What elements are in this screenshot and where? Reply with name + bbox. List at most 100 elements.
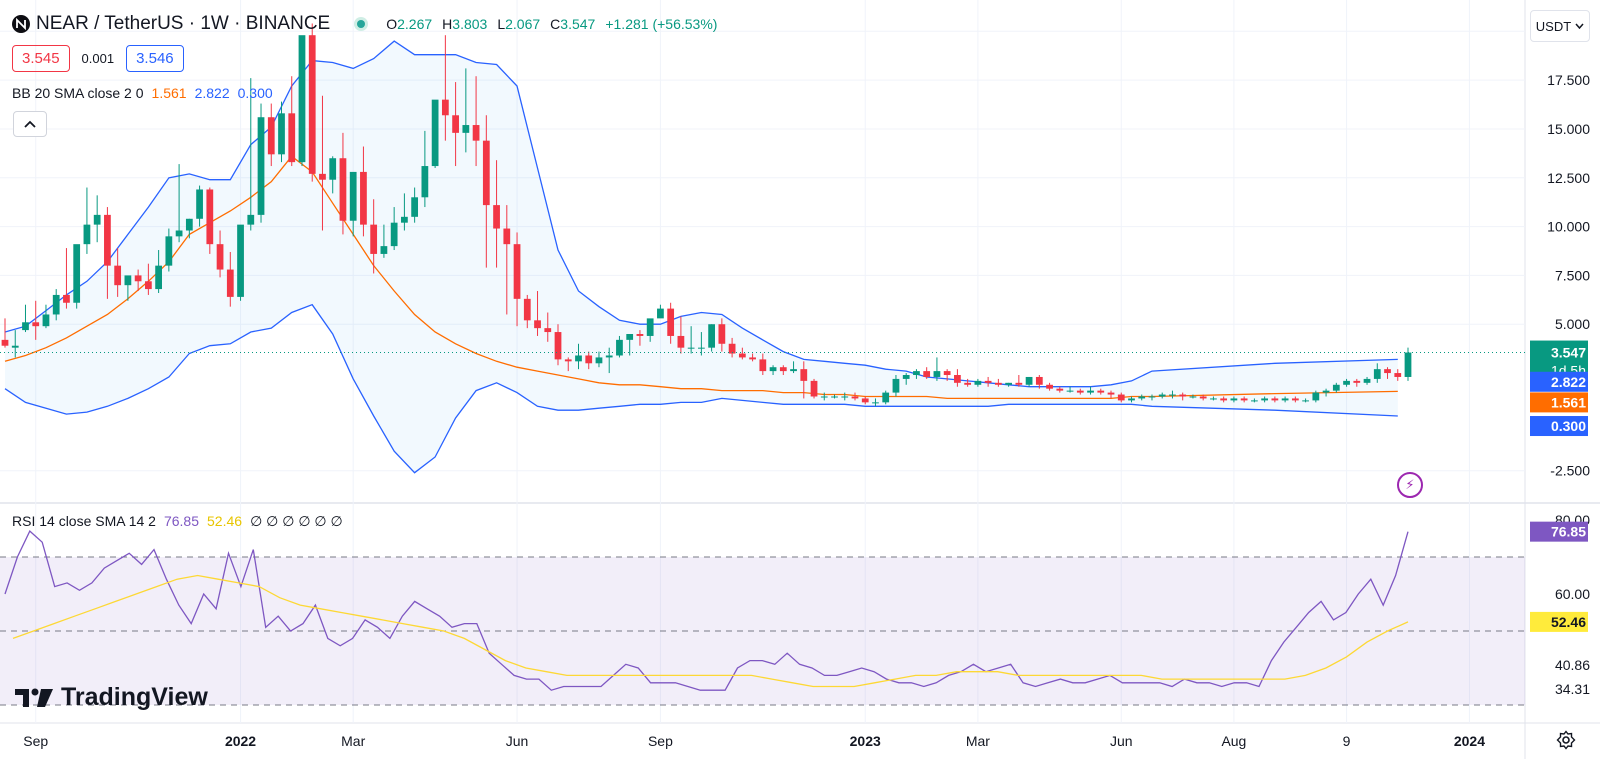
rsi-sma-value: 52.46 (207, 513, 243, 529)
ohlc-values: O2.267 H3.803 L2.067 C3.547 +1.281 (+56.… (386, 16, 717, 32)
candle-body (1076, 390, 1084, 393)
candle-body (1056, 388, 1064, 391)
trade-panel: 3.545 0.001 3.546 (12, 45, 184, 72)
candle-body (73, 244, 81, 303)
candle-body (810, 380, 818, 397)
bb-lower-price-label: 0.300 (1551, 418, 1586, 434)
candle-body (1087, 390, 1094, 393)
spread-value: 0.001 (81, 51, 115, 66)
candle-body (329, 158, 337, 180)
candle-body (882, 392, 890, 403)
change-value: +1.281 (+56.53%) (605, 16, 718, 32)
candle-body (790, 369, 797, 372)
candle-body (1291, 398, 1299, 401)
candle-body (1015, 382, 1023, 385)
candle-body (298, 35, 306, 163)
candle-body (728, 343, 736, 354)
candle-body (738, 353, 746, 358)
close-value: 3.547 (560, 16, 596, 32)
candle-body (339, 158, 347, 221)
candle-body (206, 189, 214, 245)
candle-body (452, 115, 459, 133)
candle-body (411, 197, 419, 217)
candle-body (493, 205, 500, 229)
candle-body (892, 378, 900, 393)
price-tick-label: 5.000 (1555, 316, 1590, 332)
candle-body (1220, 398, 1228, 401)
candle-body (431, 99, 439, 167)
rsi-tick-label: 40.86 (1555, 657, 1590, 673)
bollinger-bands (4, 40, 1398, 474)
candle-body (564, 359, 572, 362)
candle-body (441, 99, 449, 116)
candle-body (534, 320, 541, 329)
candle-body (1230, 398, 1238, 401)
price-tick-label: 10.000 (1547, 219, 1590, 235)
candle-body (1240, 398, 1248, 401)
candle-body (319, 173, 326, 180)
candle-body (1179, 394, 1187, 397)
candle-body (52, 294, 60, 315)
candle-body (226, 269, 234, 297)
candle-body (1117, 394, 1125, 401)
near-logo-icon (12, 15, 30, 33)
candle-body (800, 369, 808, 381)
collapse-legend-button[interactable] (13, 111, 47, 137)
candle-body (1025, 376, 1033, 385)
symbol-title[interactable]: NEAR / TetherUS · 1W · BINANCE (36, 13, 331, 34)
currency-select[interactable]: USDT (1530, 10, 1590, 42)
bb-legend[interactable]: BB 20 SMA close 2 0 1.561 2.822 0.300 (12, 85, 273, 101)
candle-body (523, 298, 531, 321)
candle-body (124, 275, 132, 286)
candle-body (1158, 394, 1166, 397)
symbol-legend[interactable]: NEAR / TetherUS · 1W · BINANCE O2.267 H3… (12, 12, 717, 36)
candle-body (1107, 392, 1115, 395)
candle-body (698, 347, 705, 349)
rsi-legend[interactable]: RSI 14 close SMA 14 2 76.85 52.46 ∅ ∅ ∅ … (12, 513, 343, 530)
candle-body (308, 35, 316, 174)
candle-body (687, 347, 695, 349)
bb-basis-price-label-bg (1530, 392, 1588, 413)
candle-body (595, 357, 603, 364)
price-axis[interactable]: 20.00017.50015.00012.50010.0007.5005.000… (1530, 23, 1590, 697)
candle-body (247, 214, 255, 225)
candle-body (636, 334, 644, 336)
time-tick-label: 2022 (225, 733, 256, 749)
currency-label: USDT (1535, 18, 1572, 34)
bb-upper-line (4, 40, 1398, 388)
bb-basis-line (4, 155, 1398, 400)
candlesticks (0, 23, 1525, 407)
candle-body (288, 113, 296, 163)
tradingview-logo[interactable]: TradingView (15, 683, 208, 712)
candle-body (482, 140, 490, 206)
buy-button[interactable]: 3.546 (126, 45, 184, 72)
sell-button[interactable]: 3.545 (12, 45, 70, 72)
candle-body (1138, 396, 1146, 399)
candle-body (984, 380, 992, 383)
candle-body (42, 314, 50, 327)
candle-body (667, 308, 675, 336)
lightning-icon[interactable]: ⚡ (1397, 472, 1423, 498)
candle-body (923, 371, 931, 377)
candle-body (779, 367, 787, 372)
candle-body (605, 355, 613, 358)
candle-body (708, 324, 715, 348)
bb-fill (5, 41, 1398, 473)
candle-body (718, 324, 726, 344)
rsi-tick-label: 34.31 (1555, 681, 1590, 697)
candle-body (646, 318, 654, 336)
candle-body (902, 375, 910, 379)
candle-body (954, 375, 961, 383)
gear-icon[interactable] (1556, 730, 1576, 756)
time-tick-label: Mar (341, 733, 365, 749)
candle-body (1, 339, 9, 346)
candle-body (1271, 398, 1279, 401)
candle-body (32, 322, 40, 327)
bb-upper-price-label-bg (1530, 371, 1588, 392)
rsi-sma-line (12, 574, 1409, 688)
tradingview-logo-icon (15, 688, 53, 707)
chevron-up-icon (24, 120, 36, 128)
time-axis[interactable]: Sep 2022 Mar Jun Sep 2023 Mar Jun Aug 9 2024 (23, 733, 1485, 749)
candle-body (1332, 384, 1340, 391)
